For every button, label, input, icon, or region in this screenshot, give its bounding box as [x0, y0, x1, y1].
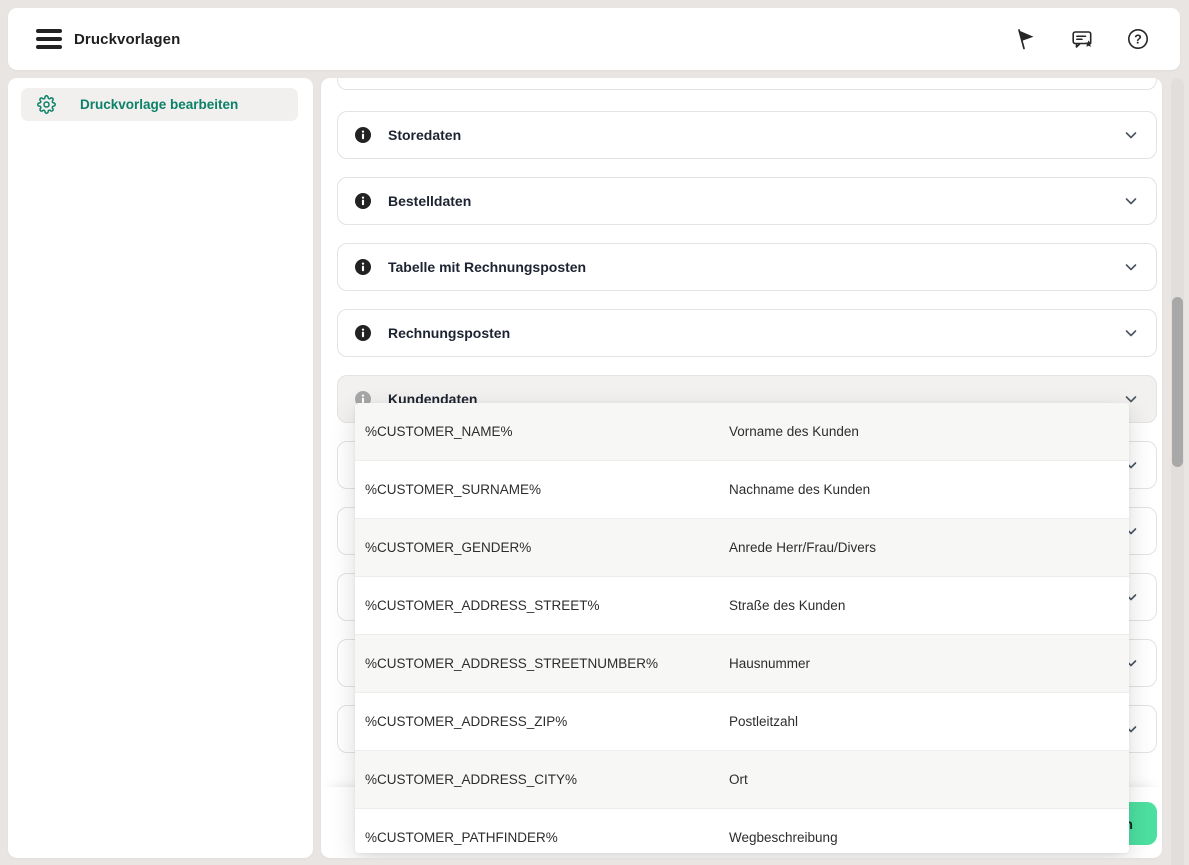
- info-icon[interactable]: [355, 193, 371, 209]
- placeholder-description: Straße des Kunden: [729, 598, 846, 613]
- placeholder-row[interactable]: %CUSTOMER_ADDRESS_STREET% Straße des Kun…: [355, 577, 1129, 635]
- main-panel: Storedaten Bestelldaten Tabelle mit Rech…: [321, 78, 1162, 858]
- placeholder-row[interactable]: %CUSTOMER_ADDRESS_CITY% Ort: [355, 751, 1129, 809]
- scrollbar-thumb[interactable]: [1172, 297, 1183, 467]
- placeholder-key: %CUSTOMER_GENDER%: [365, 540, 532, 555]
- sidebar: Druckvorlage bearbeiten: [8, 78, 313, 858]
- placeholder-row[interactable]: %CUSTOMER_GENDER% Anrede Herr/Frau/Diver…: [355, 519, 1129, 577]
- chevron-down-icon: [1122, 192, 1140, 210]
- scrollbar-track[interactable]: [1171, 78, 1184, 865]
- placeholder-key: %CUSTOMER_ADDRESS_CITY%: [365, 772, 578, 787]
- info-icon[interactable]: [355, 259, 371, 275]
- topbar: Druckvorlagen ?: [8, 8, 1180, 70]
- info-icon[interactable]: [355, 127, 371, 143]
- section-label: Rechnungsposten: [388, 325, 511, 341]
- svg-text:?: ?: [1134, 32, 1142, 46]
- placeholder-row[interactable]: %CUSTOMER_NAME% Vorname des Kunden: [355, 403, 1129, 461]
- section-card-partial[interactable]: [337, 78, 1157, 90]
- section-storedaten[interactable]: Storedaten: [337, 111, 1157, 159]
- placeholder-row[interactable]: %CUSTOMER_ADDRESS_ZIP% Postleitzahl: [355, 693, 1129, 751]
- placeholder-key: %CUSTOMER_ADDRESS_ZIP%: [365, 714, 568, 729]
- flag-icon[interactable]: [1014, 27, 1038, 51]
- placeholder-description: Anrede Herr/Frau/Divers: [729, 540, 877, 555]
- sidebar-item-druckvorlage-bearbeiten[interactable]: Druckvorlage bearbeiten: [21, 88, 298, 121]
- section-label: Tabelle mit Rechnungsposten: [388, 259, 587, 275]
- placeholder-description: Postleitzahl: [729, 714, 799, 729]
- feedback-message-icon[interactable]: [1070, 27, 1094, 51]
- placeholder-key: %CUSTOMER_ADDRESS_STREETNUMBER%: [365, 656, 659, 671]
- section-label: Bestelldaten: [388, 193, 472, 209]
- hamburger-menu-icon[interactable]: [36, 29, 62, 49]
- section-rechnungsposten[interactable]: Rechnungsposten: [337, 309, 1157, 357]
- placeholder-key: %CUSTOMER_ADDRESS_STREET%: [365, 598, 600, 613]
- placeholder-row[interactable]: %CUSTOMER_ADDRESS_STREETNUMBER% Hausnumm…: [355, 635, 1129, 693]
- help-icon[interactable]: ?: [1126, 27, 1150, 51]
- placeholder-description: Hausnummer: [729, 656, 811, 671]
- placeholder-key: %CUSTOMER_PATHFINDER%: [365, 830, 558, 845]
- section-tabelle-rechnungsposten[interactable]: Tabelle mit Rechnungsposten: [337, 243, 1157, 291]
- placeholder-row[interactable]: %CUSTOMER_PATHFINDER% Wegbeschreibung: [355, 809, 1129, 853]
- chevron-down-icon: [1122, 390, 1140, 408]
- placeholder-description: Vorname des Kunden: [729, 424, 859, 439]
- section-label: Storedaten: [388, 127, 462, 143]
- info-icon[interactable]: [355, 325, 371, 341]
- placeholder-dropdown: %CUSTOMER_NAME% Vorname des Kunden %CUST…: [355, 403, 1129, 853]
- placeholder-row[interactable]: %CUSTOMER_SURNAME% Nachname des Kunden: [355, 461, 1129, 519]
- placeholder-description: Ort: [729, 772, 748, 787]
- placeholder-description: Wegbeschreibung: [729, 830, 838, 845]
- page-title: Druckvorlagen: [74, 30, 181, 48]
- gear-icon: [37, 95, 56, 114]
- chevron-down-icon: [1122, 126, 1140, 144]
- sidebar-item-label: Druckvorlage bearbeiten: [80, 97, 239, 112]
- chevron-down-icon: [1122, 324, 1140, 342]
- section-bestelldaten[interactable]: Bestelldaten: [337, 177, 1157, 225]
- placeholder-key: %CUSTOMER_NAME%: [365, 424, 513, 439]
- chevron-down-icon: [1122, 258, 1140, 276]
- placeholder-description: Nachname des Kunden: [729, 482, 871, 497]
- topbar-actions: ?: [1014, 27, 1150, 51]
- placeholder-key: %CUSTOMER_SURNAME%: [365, 482, 542, 497]
